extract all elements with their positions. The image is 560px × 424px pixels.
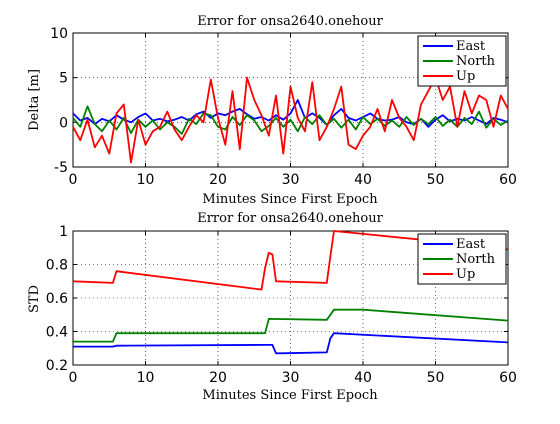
y-tick-label: 10 <box>50 26 68 42</box>
chart-title: Error for onsa2640.onehour <box>197 14 383 29</box>
series-line-east <box>72 99 509 128</box>
x-tick-label: 40 <box>354 370 372 386</box>
x-tick-label: 30 <box>282 370 300 386</box>
x-tick-label: 10 <box>137 370 155 386</box>
x-tick-label: 40 <box>354 172 372 188</box>
x-tick-label: 10 <box>137 172 155 188</box>
y-tick-label: 0.8 <box>46 258 68 274</box>
series-lines <box>72 230 509 355</box>
legend-label-north: North <box>456 252 496 267</box>
y-axis-label: STD <box>27 285 42 313</box>
legend-label-up: Up <box>456 267 475 282</box>
series-line-north <box>72 105 509 135</box>
x-axis-label: Minutes Since First Epoch <box>202 192 378 207</box>
legend-label-north: North <box>456 54 496 69</box>
grid <box>73 231 508 365</box>
x-tick-label: 60 <box>499 172 517 188</box>
legend-label-east: East <box>456 39 486 54</box>
x-tick-label: 20 <box>209 370 227 386</box>
x-tick-label: 20 <box>209 172 227 188</box>
y-axis-label: Delta [m] <box>27 69 42 131</box>
x-tick-label: 0 <box>69 172 78 188</box>
legend-label-east: East <box>456 237 486 252</box>
x-tick-label: 60 <box>499 370 517 386</box>
series-line-north <box>73 308 509 343</box>
y-tick-label: 1 <box>59 224 68 240</box>
x-tick-label: 50 <box>427 370 445 386</box>
chart-title: Error for onsa2640.onehour <box>197 211 383 226</box>
legend-label-up: Up <box>456 69 475 84</box>
y-tick-label: 0 <box>59 115 68 131</box>
x-tick-label: 30 <box>282 172 300 188</box>
y-tick-label: -5 <box>54 160 68 176</box>
chart-error-std: Error for onsa2640.onehour STD Minutes S… <box>27 211 517 403</box>
x-tick-label: 50 <box>427 172 445 188</box>
x-tick-label: 0 <box>69 370 78 386</box>
y-tick-label: 5 <box>59 71 68 87</box>
series-line-up <box>72 230 509 291</box>
y-tick-label: 0.4 <box>46 325 68 341</box>
grid <box>73 33 508 167</box>
series-line-east <box>73 332 509 355</box>
x-axis-label: Minutes Since First Epoch <box>202 388 378 403</box>
ticks: 0 10 20 30 40 50 60 0.2 0.4 0.6 0.8 1 <box>46 224 517 386</box>
y-tick-label: 0.6 <box>46 291 68 307</box>
y-tick-label: 0.2 <box>46 358 68 374</box>
chart-error-delta: Error for onsa2640.onehour Delta [m] Min… <box>27 14 517 207</box>
